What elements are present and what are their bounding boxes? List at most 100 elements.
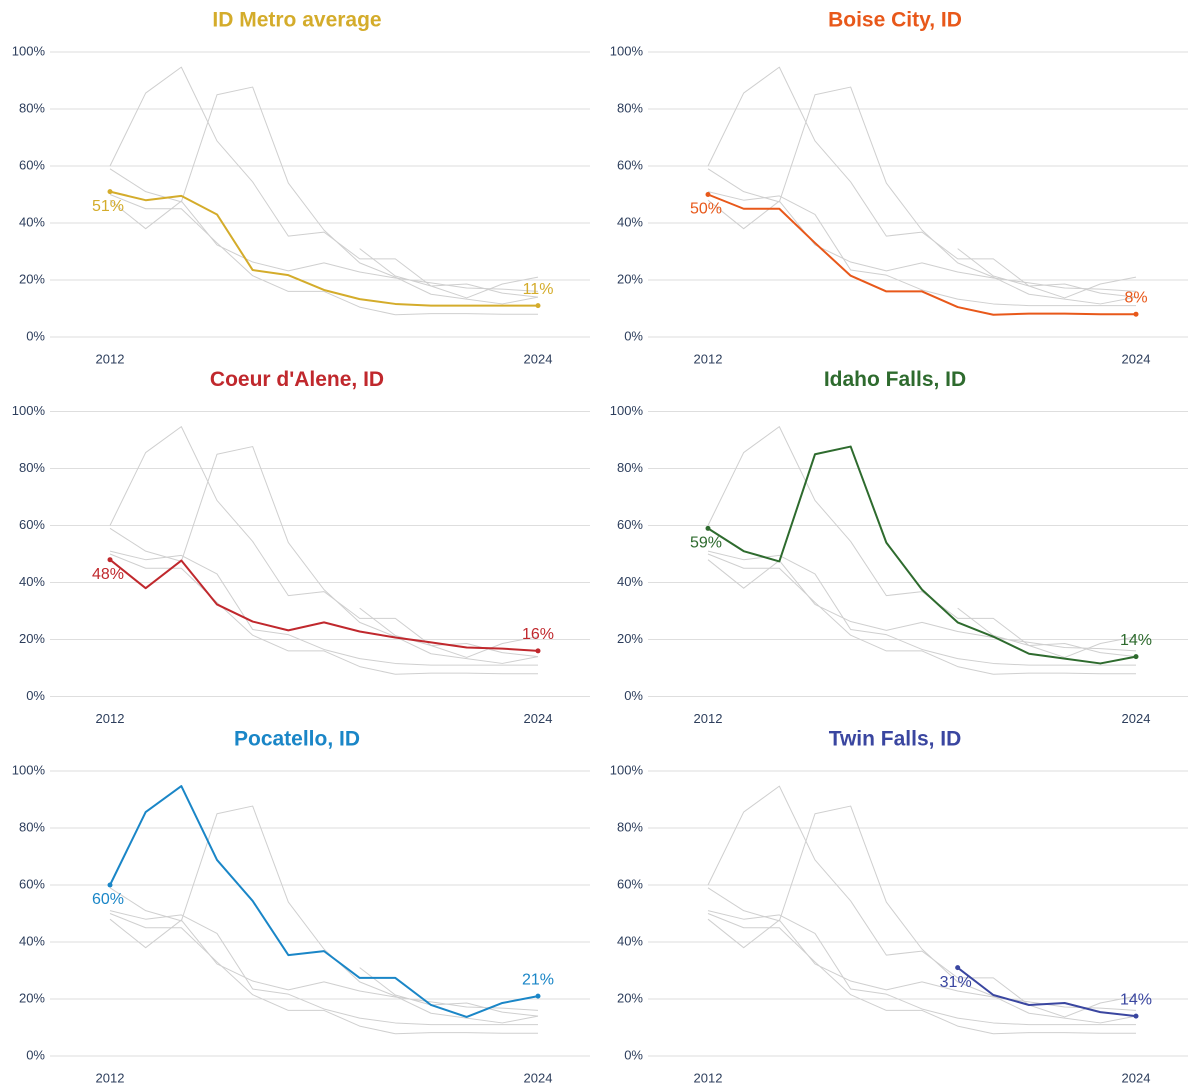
background-line: [707, 191, 1136, 307]
y-tick-label: 40%: [617, 933, 643, 948]
y-tick-label: 80%: [617, 819, 643, 834]
y-tick-label: 80%: [19, 460, 45, 475]
background-line: [109, 550, 538, 666]
x-tick-label: 2024: [1122, 351, 1151, 366]
value-label: 31%: [940, 974, 972, 991]
y-tick-label: 80%: [617, 460, 643, 475]
value-label: 8%: [1124, 289, 1147, 306]
end-point: [955, 965, 961, 971]
background-line: [109, 66, 539, 299]
x-tick-label: 2012: [694, 1070, 723, 1085]
y-tick-label: 20%: [617, 631, 643, 646]
background-line: [109, 913, 538, 1035]
x-tick-label: 2012: [96, 1070, 125, 1085]
background-line: [109, 553, 538, 675]
x-tick-label: 2012: [694, 711, 723, 726]
panel: 0% 20% 40% 60% 80% 100% 2012 2024 Twin Falls, ID…: [610, 728, 1188, 1085]
y-tick-label: 100%: [610, 762, 644, 777]
y-tick-label: 40%: [19, 574, 45, 589]
background-line: [109, 918, 539, 1011]
y-tick-label: 60%: [19, 876, 45, 891]
background-line: [707, 426, 1137, 658]
y-tick-label: 100%: [610, 403, 644, 418]
y-tick-label: 100%: [610, 43, 644, 58]
background-line: [707, 785, 1137, 1018]
x-tick-label: 2024: [1122, 1070, 1151, 1085]
y-tick-label: 60%: [617, 517, 643, 532]
y-tick-label: 80%: [19, 819, 45, 834]
y-tick-label: 0%: [624, 688, 643, 703]
value-label: 51%: [92, 198, 124, 215]
background-line: [957, 248, 1137, 298]
highlight-line: [109, 190, 538, 307]
y-tick-label: 100%: [12, 762, 46, 777]
y-tick-label: 80%: [617, 100, 643, 115]
end-point: [1133, 1013, 1139, 1019]
background-line: [707, 805, 1137, 1024]
background-line: [359, 967, 539, 1017]
background-line: [109, 199, 539, 292]
y-tick-label: 40%: [617, 214, 643, 229]
y-tick-label: 60%: [617, 876, 643, 891]
highlight-line: [957, 966, 1137, 1018]
value-label: 59%: [690, 535, 722, 552]
x-tick-label: 2012: [694, 351, 723, 366]
x-tick-label: 2024: [1122, 711, 1151, 726]
x-tick-label: 2024: [524, 711, 553, 726]
y-tick-label: 0%: [624, 328, 643, 343]
x-tick-label: 2024: [524, 351, 553, 366]
background-line: [109, 86, 539, 305]
highlight-line: [109, 785, 539, 1018]
end-point: [107, 189, 113, 195]
y-tick-label: 60%: [617, 157, 643, 172]
panel: 0% 20% 40% 60% 80% 100% 2012 2024 Idaho Falls, I…: [610, 368, 1188, 726]
end-point: [535, 993, 541, 999]
background-line: [109, 446, 539, 664]
highlight-line: [707, 445, 1137, 665]
x-tick-label: 2024: [524, 1070, 553, 1085]
background-line: [109, 910, 538, 1026]
value-label: 60%: [92, 891, 124, 908]
background-line: [707, 550, 1136, 666]
y-tick-label: 0%: [26, 328, 45, 343]
panel-title: Coeur d'Alene, ID: [210, 368, 384, 391]
value-label: 21%: [522, 971, 554, 988]
y-tick-label: 40%: [19, 933, 45, 948]
value-label: 50%: [690, 201, 722, 218]
y-tick-label: 60%: [19, 157, 45, 172]
background-line: [109, 426, 539, 658]
background-line: [707, 559, 1137, 652]
y-tick-label: 60%: [19, 517, 45, 532]
background-line: [707, 918, 1137, 1011]
background-line: [359, 248, 539, 298]
y-tick-label: 0%: [624, 1047, 643, 1062]
value-label: 11%: [523, 281, 554, 298]
end-point: [535, 648, 541, 654]
background-line: [109, 194, 538, 316]
value-label: 48%: [92, 566, 124, 583]
background-line: [957, 607, 1137, 658]
panel-title: Boise City, ID: [828, 9, 962, 32]
background-line: [707, 86, 1137, 305]
x-tick-label: 2012: [96, 711, 125, 726]
y-tick-label: 20%: [19, 271, 45, 286]
end-point: [705, 192, 711, 197]
panel: 0% 20% 40% 60% 80% 100% 2012 2024 Pocatello, ID 6…: [12, 728, 590, 1085]
end-point: [535, 303, 541, 309]
panel-title: ID Metro average: [212, 9, 381, 32]
y-tick-label: 0%: [26, 1047, 45, 1062]
y-tick-label: 20%: [617, 271, 643, 286]
y-tick-label: 20%: [19, 631, 45, 646]
end-point: [107, 557, 113, 563]
value-label: 14%: [1120, 632, 1152, 649]
y-tick-label: 100%: [12, 403, 46, 418]
highlight-line: [109, 558, 539, 652]
y-tick-label: 20%: [617, 990, 643, 1005]
y-tick-label: 100%: [12, 43, 46, 58]
panel-title: Pocatello, ID: [234, 728, 360, 751]
background-line: [707, 66, 1137, 299]
background-line: [109, 805, 539, 1024]
panel: 0% 20% 40% 60% 80% 100% 2012 2024 Boise City, ID…: [610, 9, 1188, 366]
panel: 0% 20% 40% 60% 80% 100% 2012 2024 ID Metro avera…: [12, 9, 590, 366]
